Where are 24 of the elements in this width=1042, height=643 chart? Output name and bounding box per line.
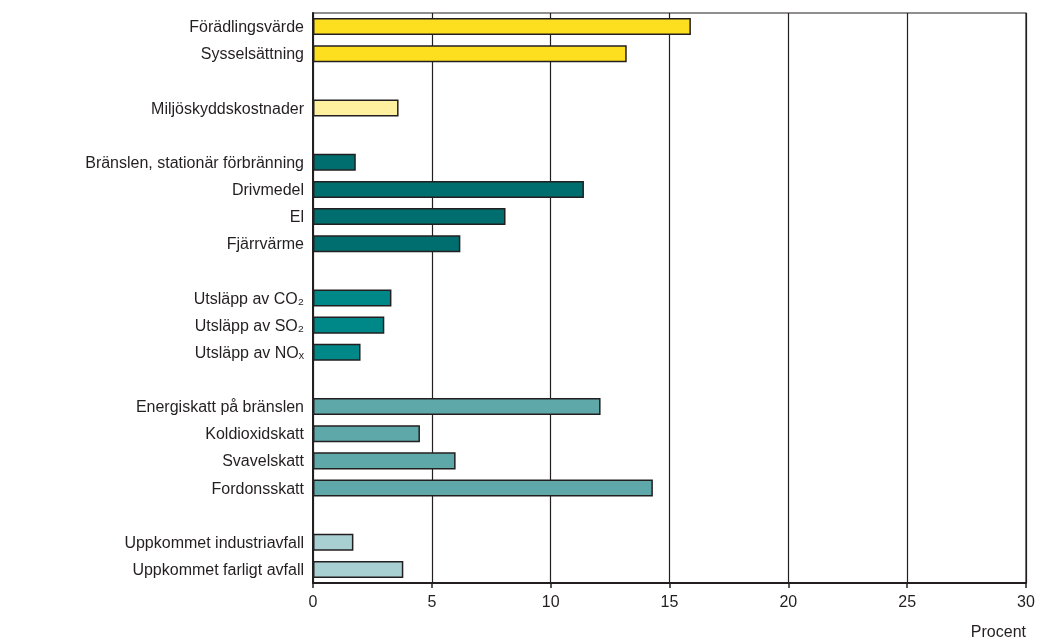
- y-tick-label: Koldioxidskatt: [205, 425, 305, 443]
- x-tick-label: 20: [779, 592, 798, 610]
- y-tick-label: Bränslen, stationär förbränning: [85, 153, 304, 171]
- x-tick-label: 30: [1017, 592, 1035, 610]
- y-tick-label: Fjärrvärme: [226, 235, 305, 253]
- x-axis-title: Procent: [970, 622, 1027, 640]
- y-tick-label: Miljöskyddskostnader: [151, 99, 305, 117]
- x-tick-label: 5: [427, 592, 437, 610]
- y-tick-label: Uppkommet farligt avfall: [132, 560, 304, 578]
- y-tick-label: Utsläpp av SO₂: [194, 316, 304, 334]
- y-tick-label: Förädlingsvärde: [189, 18, 305, 36]
- y-tick-label: Utsläpp av NOₓ: [194, 343, 305, 361]
- y-tick-label: Energiskatt på bränslen: [135, 398, 304, 416]
- y-tick-label: Utsläpp av CO₂: [193, 289, 304, 307]
- y-tick-label: Drivmedel: [231, 180, 304, 198]
- x-tick-label: 10: [541, 592, 560, 610]
- x-tick-label: 0: [308, 592, 318, 610]
- x-tick-label: 25: [898, 592, 917, 610]
- x-tick-label: 15: [660, 592, 679, 610]
- y-tick-label: Svavelskatt: [222, 452, 305, 470]
- y-tick-label: Uppkommet industriavfall: [124, 533, 304, 551]
- y-tick-label: El: [289, 208, 304, 226]
- y-tick-label: Fordonsskatt: [211, 479, 305, 497]
- y-tick-label: Sysselsättning: [200, 45, 304, 63]
